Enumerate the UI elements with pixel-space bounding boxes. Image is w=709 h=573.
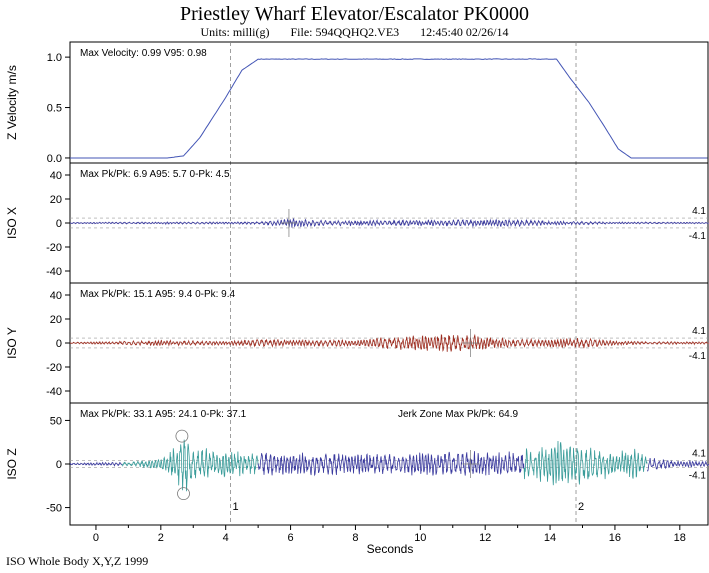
jerk-zone-annotation: Jerk Zone Max Pk/Pk: 64.9 bbox=[398, 409, 518, 420]
chart-subtitle: Units: milli(g) File: 594QQHQ2.VE3 12:45… bbox=[0, 25, 709, 40]
threshold-label: 4.1 bbox=[692, 206, 706, 217]
iso-y-series bbox=[69, 333, 709, 353]
x-tick-label: 2 bbox=[158, 532, 164, 544]
panel-annotation-iso-x: Max Pk/Pk: 6.9 A95: 5.7 0-Pk: 4.5 bbox=[80, 169, 230, 180]
threshold-label: -4.1 bbox=[689, 231, 707, 242]
y-tick-label: -20 bbox=[46, 362, 62, 374]
marker-label-1: 1 bbox=[233, 501, 239, 513]
timestamp-label: 12:45:40 02/26/14 bbox=[420, 25, 509, 39]
iso-z-series-segment-4 bbox=[523, 440, 648, 486]
y-tick-label: 50 bbox=[50, 415, 62, 427]
y-axis-label-iso-y: ISO Y bbox=[5, 327, 19, 359]
iso-z-series-segment-1 bbox=[69, 461, 123, 467]
file-label: File: 594QQHQ2.VE3 bbox=[290, 25, 400, 39]
y-tick-label: 0.5 bbox=[47, 103, 62, 115]
y-tick-label: 1.0 bbox=[47, 52, 62, 64]
y-tick-label: -50 bbox=[46, 503, 62, 515]
iso-z-series-segment-3 bbox=[257, 451, 525, 477]
threshold-label: 4.1 bbox=[692, 326, 706, 337]
x-axis-label: Seconds bbox=[367, 542, 414, 556]
y-axis-label-iso-z: ISO Z bbox=[5, 448, 19, 479]
panel-annotation-velocity: Max Velocity: 0.99 V95: 0.98 bbox=[80, 48, 207, 59]
x-tick-label: 8 bbox=[352, 532, 358, 544]
threshold-label: 4.1 bbox=[692, 448, 706, 459]
x-tick-label: 12 bbox=[479, 532, 491, 544]
velocity-series bbox=[70, 58, 708, 159]
peak-circle-max bbox=[175, 429, 189, 443]
y-tick-label: -40 bbox=[46, 266, 62, 278]
x-tick-label: 14 bbox=[544, 532, 556, 544]
threshold-label: -4.1 bbox=[689, 351, 707, 362]
threshold-label: -4.1 bbox=[689, 471, 707, 482]
y-tick-label: 40 bbox=[50, 170, 62, 182]
y-tick-label: 0 bbox=[56, 338, 62, 350]
iso-x-series bbox=[69, 217, 709, 228]
x-tick-label: 4 bbox=[223, 532, 229, 544]
y-tick-label: -40 bbox=[46, 386, 62, 398]
y-tick-label: 20 bbox=[50, 194, 62, 206]
peak-circle-min bbox=[177, 487, 190, 501]
y-tick-label: 0.0 bbox=[47, 153, 62, 165]
y-tick-label: 40 bbox=[50, 290, 62, 302]
iso-z-series-segment-5 bbox=[647, 458, 709, 472]
x-tick-label: 16 bbox=[609, 532, 621, 544]
y-tick-label: 0 bbox=[56, 459, 62, 471]
marker-label-2: 2 bbox=[578, 501, 584, 513]
x-tick-label: 10 bbox=[414, 532, 426, 544]
y-tick-label: 20 bbox=[50, 314, 62, 326]
y-tick-label: -20 bbox=[46, 242, 62, 254]
x-tick-label: 6 bbox=[288, 532, 294, 544]
y-tick-label: 0 bbox=[56, 218, 62, 230]
iso-z-series-segment-2 bbox=[121, 439, 259, 492]
panel-annotation-iso-y: Max Pk/Pk: 15.1 A95: 9.4 0-Pk: 9.4 bbox=[80, 289, 236, 300]
panel-annotation-iso-z: Max Pk/Pk: 33.1 A95: 24.1 0-Pk: 37.1 bbox=[80, 409, 247, 420]
y-axis-label-velocity: Z Velocity m/s bbox=[5, 65, 19, 140]
chart-title: Priestley Wharf Elevator/Escalator PK000… bbox=[180, 3, 529, 25]
footer-caption: ISO Whole Body X,Y,Z 1999 bbox=[6, 554, 149, 568]
y-axis-label-iso-x: ISO X bbox=[5, 207, 19, 239]
x-tick-label: 0 bbox=[93, 532, 99, 544]
x-tick-label: 18 bbox=[674, 532, 686, 544]
units-label: Units: milli(g) bbox=[200, 25, 270, 39]
